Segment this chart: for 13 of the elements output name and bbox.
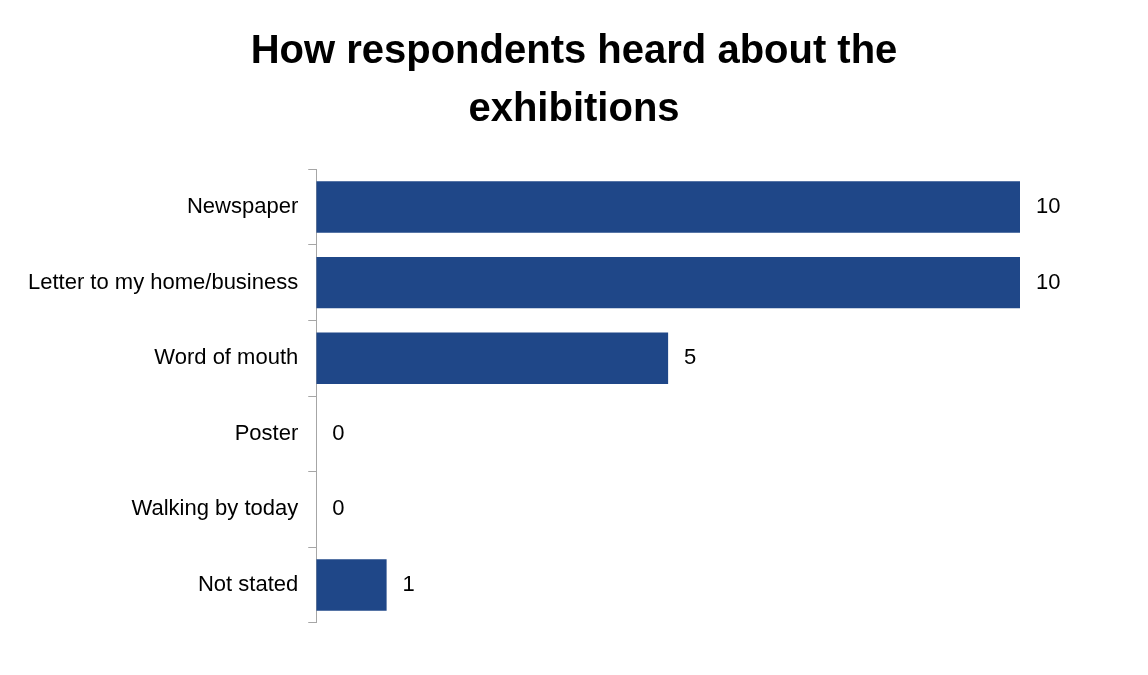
chart-title: How respondents heard about the exhibitions: [249, 26, 899, 131]
data-label: 0: [332, 495, 345, 521]
y-tick-label: Walking by today: [131, 495, 299, 521]
data-label: 5: [684, 344, 697, 370]
data-label: 0: [332, 419, 345, 445]
y-tick-label: Poster: [234, 419, 299, 445]
data-label: 10: [1036, 268, 1061, 294]
y-tick-label: Newspaper: [186, 193, 299, 219]
data-label: 1: [402, 571, 415, 597]
y-tick-label: Letter to my home/business: [27, 268, 299, 294]
y-tick-label: Not stated: [197, 571, 299, 597]
data-label: 10: [1036, 193, 1061, 219]
y-tick-label: Word of mouth: [154, 344, 299, 370]
